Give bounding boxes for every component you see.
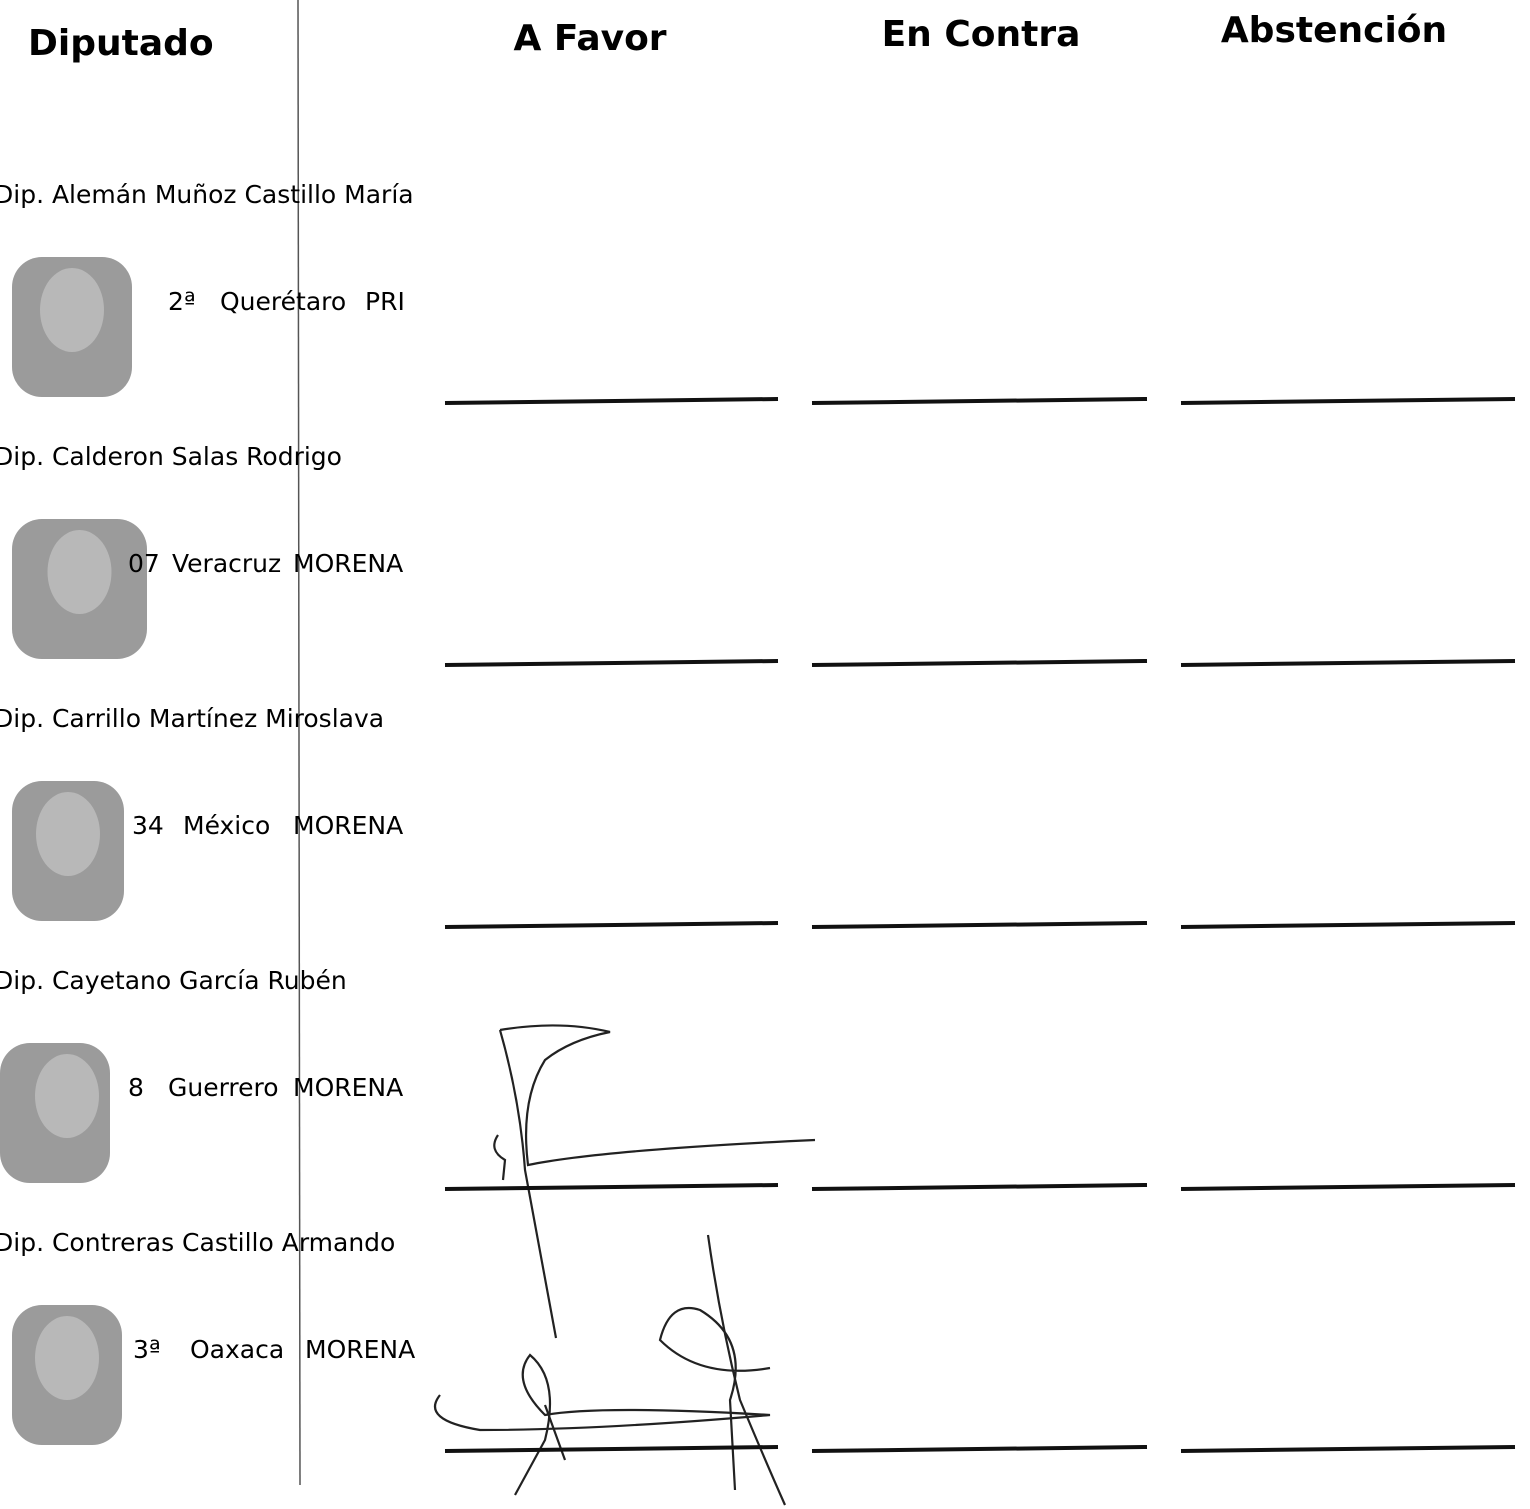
signature-line [1180,397,1516,405]
party: MORENA [305,1335,415,1364]
signature-line [444,1445,779,1453]
signature-line [811,1445,1148,1453]
district: 34 [132,811,164,840]
district: 3ª [133,1335,161,1364]
photo-face [35,1316,99,1400]
photo-face [47,530,112,614]
column-divider [297,0,301,1486]
signature-line [444,921,779,929]
photo-face [40,268,104,352]
signature-line [444,659,779,667]
signature-line [444,397,779,405]
signature-line [1180,659,1516,667]
photo-face [36,792,100,876]
deputy-name: Dip. Cayetano García Rubén [0,966,347,995]
header-diputado: Diputado [28,23,214,64]
header-abstencion: Abstención [1221,10,1447,51]
signature-line [811,659,1148,667]
deputy-name: Dip. Calderon Salas Rodrigo [0,442,342,471]
signature-line [1180,1183,1516,1191]
district: 2ª [168,287,196,316]
deputy-name: Dip. Alemán Muñoz Castillo María [0,180,414,209]
signature [493,1024,816,1339]
state: México [183,811,270,840]
state: Querétaro [220,287,346,316]
state: Veracruz [172,549,281,578]
signature-line [444,1183,779,1191]
deputy-name: Dip. Contreras Castillo Armando [0,1228,395,1257]
state: Guerrero [168,1073,279,1102]
header-en-contra: En Contra [882,14,1081,55]
party: MORENA [293,549,403,578]
signature-line [811,1183,1148,1191]
signature-line [1180,1445,1516,1453]
district: 07 [128,549,160,578]
signature-line [1180,921,1516,929]
district: 8 [128,1073,144,1102]
signature-line [811,921,1148,929]
deputy-name: Dip. Carrillo Martínez Miroslava [0,704,384,733]
party: MORENA [293,811,403,840]
state: Oaxaca [190,1335,284,1364]
header-a-favor: A Favor [513,18,666,59]
signature [433,1234,787,1506]
party: MORENA [293,1073,403,1102]
signature-line [811,397,1148,405]
party: PRI [365,287,405,316]
photo-face [35,1054,99,1138]
